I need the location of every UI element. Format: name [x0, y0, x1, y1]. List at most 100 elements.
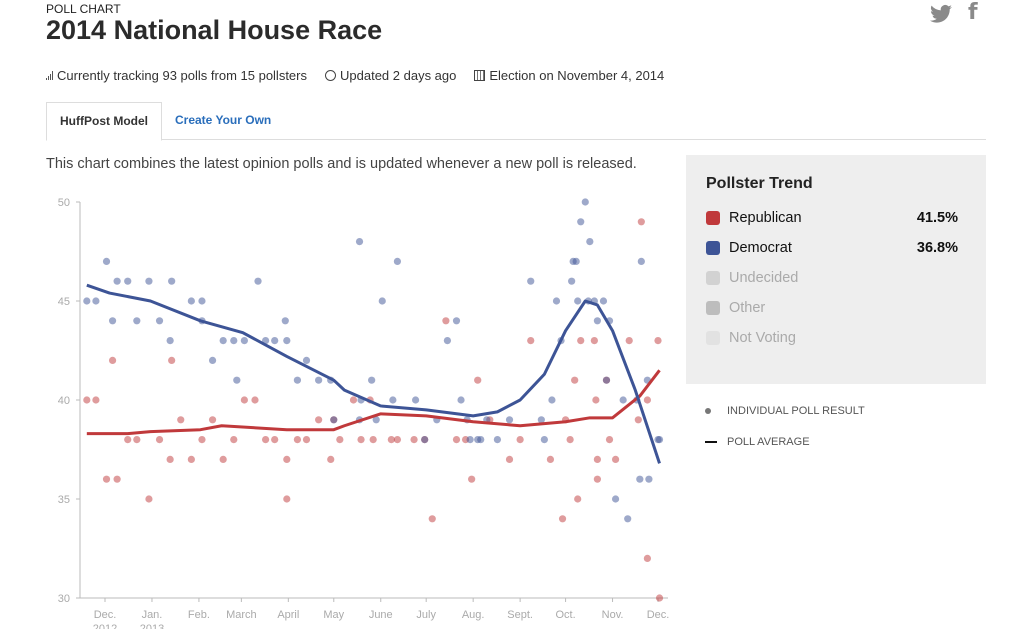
democrat-poll-point: [281, 317, 289, 325]
republican-poll-point: [336, 436, 344, 444]
legend-item-republican[interactable]: Republican 41.5%: [706, 208, 958, 228]
other-swatch: [706, 301, 720, 315]
legend-item-democrat[interactable]: Democrat 36.8%: [706, 238, 958, 258]
y-tick-label: 30: [58, 593, 70, 605]
republican-poll-point: [168, 356, 176, 364]
signal-bars-icon: [46, 71, 53, 80]
republican-poll-point: [357, 436, 365, 444]
republican-poll-point: [590, 337, 598, 345]
republican-poll-point: [92, 396, 100, 404]
legend-value: 41.5%: [916, 210, 958, 226]
legend-panel: Pollster Trend Republican 41.5% Democrat 3…: [686, 155, 986, 384]
democrat-poll-point: [624, 515, 632, 523]
republican-poll-point: [442, 317, 450, 325]
republican-poll-point: [208, 416, 217, 424]
legend-label: Republican: [729, 210, 802, 226]
democrat-poll-point: [611, 495, 620, 503]
page-kicker: POLL CHART: [46, 2, 121, 16]
republican-poll-point: [113, 475, 121, 483]
republican-poll-point: [387, 436, 395, 444]
democrat-poll-point: [368, 376, 376, 384]
election-text: Election on November 4, 2014: [489, 68, 665, 83]
poll-chart: 30 35 40 45 50 Dec. 2012 Jan. 2013 Feb. March April…: [58, 197, 670, 629]
democrat-poll-point: [393, 257, 402, 265]
democrat-poll-point: [527, 277, 535, 285]
y-tick-label: 45: [58, 296, 70, 308]
clock-icon: [325, 70, 336, 81]
republican-poll-point: [315, 416, 323, 424]
republican-poll-point: [83, 396, 91, 404]
tab-create-your-own[interactable]: Create Your Own: [175, 113, 272, 127]
tracking-text: Currently tracking 93 polls from 15 poll…: [57, 68, 307, 83]
republican-poll-point: [271, 436, 279, 444]
republican-poll-point: [505, 455, 514, 463]
republican-poll-point: [643, 396, 651, 404]
line-icon: [705, 441, 717, 443]
democrat-poll-point: [302, 356, 311, 364]
democrat-poll-point: [572, 257, 580, 265]
x-tick-label: Feb.: [188, 609, 210, 621]
republican-poll-point: [133, 436, 141, 444]
democrat-poll-point: [577, 218, 585, 226]
democrat-poll-point: [540, 436, 548, 444]
republican-poll-point: [468, 475, 476, 483]
undecided-swatch: [706, 271, 720, 285]
legend-label: Other: [729, 300, 766, 316]
democrat-poll-point: [254, 277, 262, 285]
x-tick-label: July: [416, 609, 436, 621]
republican-poll-point: [198, 436, 206, 444]
republican-poll-point: [634, 416, 642, 424]
republican-poll-point: [592, 396, 600, 404]
democrat-poll-point: [283, 337, 291, 345]
y-tick-label: 50: [58, 197, 70, 209]
republican-poll-point: [293, 436, 302, 444]
republican-poll-point: [230, 436, 238, 444]
twitter-icon[interactable]: [930, 4, 952, 30]
calendar-icon: [474, 70, 486, 81]
democrat-poll-point: [83, 297, 91, 305]
democrat-poll-point: [315, 376, 323, 384]
tab-huffpost-model[interactable]: HuffPost Model: [46, 102, 162, 141]
x-tick-label: Oct.: [555, 609, 575, 621]
facebook-icon[interactable]: f: [968, 0, 978, 25]
republican-poll-point: [643, 554, 651, 562]
democrat-poll-point: [108, 317, 117, 325]
republican-poll-point: [637, 218, 645, 226]
democrat-poll-point: [457, 396, 465, 404]
republican-poll-point: [124, 436, 132, 444]
not-voting-swatch: [706, 331, 720, 345]
republican-poll-point: [611, 455, 620, 463]
republican-trend-line: [86, 369, 661, 436]
democrat-poll-point: [330, 416, 338, 424]
democrat-trend-line: [86, 283, 661, 464]
republican-poll-point: [566, 436, 574, 444]
democrat-poll-point: [493, 436, 502, 444]
x-tick-label: March: [226, 609, 257, 621]
democrat-poll-point: [168, 277, 176, 285]
updated-text: Updated 2 days ago: [340, 68, 457, 83]
y-tick-label: 40: [58, 395, 70, 407]
republican-poll-point: [655, 594, 664, 602]
democrat-poll-point: [505, 416, 514, 424]
democrat-poll-point: [574, 297, 582, 305]
democrat-poll-point: [602, 376, 611, 384]
democrat-poll-point: [240, 337, 248, 345]
democrat-poll-point: [113, 277, 121, 285]
democrat-poll-point: [548, 396, 556, 404]
democrat-poll-point: [145, 277, 153, 285]
republican-poll-point: [302, 436, 311, 444]
republican-poll-point: [605, 436, 614, 444]
chart-description: This chart combines the latest opinion p…: [46, 156, 637, 172]
republican-poll-point: [527, 337, 535, 345]
democrat-poll-point: [372, 416, 380, 424]
republican-poll-point: [187, 455, 195, 463]
republican-poll-point: [546, 455, 555, 463]
republican-poll-point: [574, 495, 582, 503]
x-tick-label: Sept.: [507, 609, 533, 621]
democrat-poll-point: [271, 337, 279, 345]
legend-item-not-voting[interactable]: Not Voting: [706, 328, 958, 348]
democrat-swatch: [706, 241, 720, 255]
republican-poll-point: [327, 455, 335, 463]
legend-item-undecided[interactable]: Undecided: [706, 268, 958, 288]
legend-item-other[interactable]: Other: [706, 298, 958, 318]
